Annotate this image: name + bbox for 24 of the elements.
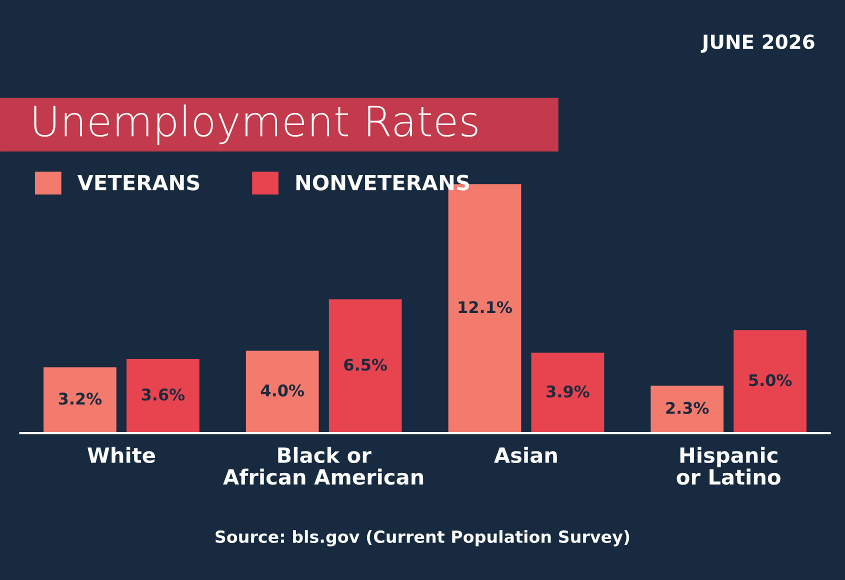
data-label: 12.1% bbox=[458, 301, 512, 314]
data-label: 3.9% bbox=[546, 385, 590, 398]
bar bbox=[650, 386, 724, 434]
data-label: 4.0% bbox=[260, 384, 304, 397]
x-tick-label: Hispanic or Latino bbox=[676, 446, 780, 485]
chart-subtitle: JUNE 2026 bbox=[700, 34, 814, 53]
bar bbox=[126, 358, 200, 434]
chart-title: Unemployment Rates bbox=[34, 104, 478, 145]
bar bbox=[246, 350, 319, 434]
bar bbox=[734, 330, 807, 434]
bar bbox=[531, 352, 604, 434]
x-tick-label: Asian bbox=[494, 446, 557, 464]
legend-label: VETERANS bbox=[77, 174, 200, 190]
source-note: Source: bls.gov (Current Population Survey) bbox=[216, 530, 630, 546]
data-label: 2.3% bbox=[666, 402, 709, 414]
legend-label: NONVETERANS bbox=[296, 174, 469, 190]
data-label: 3.6% bbox=[142, 388, 185, 401]
data-label: 6.5% bbox=[344, 358, 387, 371]
bar bbox=[328, 299, 402, 434]
data-label: 3.2% bbox=[58, 392, 102, 405]
bar bbox=[44, 367, 116, 434]
data-label: 5.0% bbox=[749, 374, 792, 386]
x-tick-label: White bbox=[88, 446, 155, 464]
x-tick-label: Black or African American bbox=[223, 446, 424, 485]
